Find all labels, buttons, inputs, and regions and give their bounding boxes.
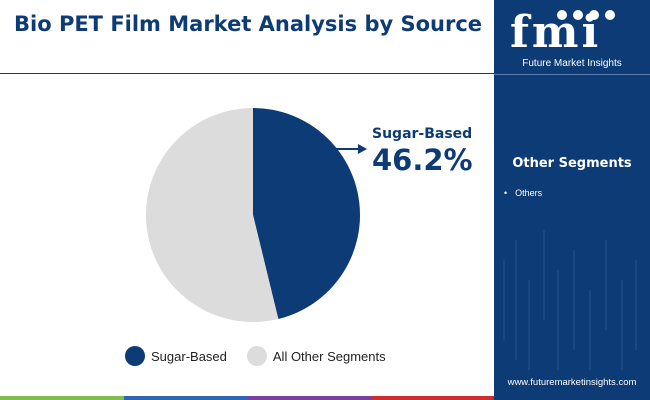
logo-wordmark: fmi [510,7,602,58]
other-segments-list: Others [504,188,542,198]
legend-label-sugar-based: Sugar-Based [151,348,227,364]
decorative-lines [503,230,637,370]
callout-label: Sugar-Based [372,126,473,142]
chart-title: Bio PET Film Market Analysis by Source [14,12,483,36]
sidebar-divider [494,74,650,75]
callout-arrow-head [358,144,367,154]
footer-seg-purple [247,396,371,400]
chart-legend: Sugar-Based All Other Segments [125,346,406,366]
sidebar-panel: fmi Future Market Insights Other Segment… [494,0,650,400]
logo-caption: Future Market Insights [522,58,622,69]
other-segments-heading: Other Segments [512,156,632,171]
legend-swatch-other-segments [246,346,267,366]
footer-seg-green [0,396,124,400]
title-divider [0,73,494,74]
website-url: www.futuremarketinsights.com [507,377,637,388]
brand-logo: fmi Future Market Insights [494,0,650,74]
legend-label-other-segments: All Other Segments [272,348,386,364]
legend-item-sugar-based: Sugar-Based [125,346,227,366]
footer-seg-red [370,396,494,400]
logo-icons [557,10,615,20]
footer-color-bar [0,396,494,400]
pie-slice-all-other-segments [145,108,279,322]
legend-item-other-segments: All Other Segments [246,346,386,366]
pie-chart [145,108,367,322]
footer-seg-blue [123,396,247,400]
other-segments-item: Others [504,188,542,198]
callout-value: 46.2% [372,143,473,177]
legend-swatch-sugar-based [125,346,145,366]
pie-slice-sugar-based [253,108,360,319]
